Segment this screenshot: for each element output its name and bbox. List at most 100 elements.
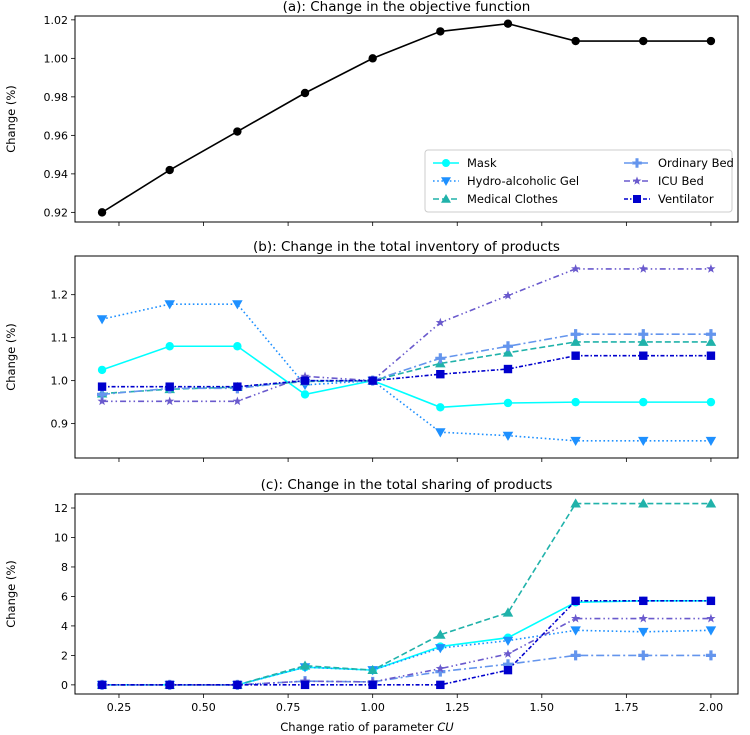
data-point xyxy=(165,680,174,690)
y-tick-label: 4 xyxy=(61,620,68,633)
data-point xyxy=(97,680,107,690)
legend-label: Medical Clothes xyxy=(467,192,558,206)
series-medical-clothes xyxy=(96,498,717,689)
data-point xyxy=(706,351,716,360)
data-point xyxy=(571,613,581,623)
legend-label: Hydro-alcoholic Gel xyxy=(467,174,579,188)
data-point xyxy=(97,389,108,400)
data-point xyxy=(300,371,310,381)
x-tick-label: 0.75 xyxy=(276,701,301,714)
data-point xyxy=(435,317,445,327)
y-tick-label: 1.0 xyxy=(51,375,69,388)
data-point xyxy=(639,397,648,407)
data-point xyxy=(502,431,514,441)
legend-marker xyxy=(442,159,450,167)
data-point xyxy=(435,666,446,677)
series-icu-bed xyxy=(97,264,716,406)
data-point xyxy=(570,336,581,346)
y-tick-label: 6 xyxy=(61,590,68,603)
y-axis-label: Change (%) xyxy=(4,560,18,628)
data-point xyxy=(300,88,310,98)
data-point xyxy=(164,300,175,310)
data-point xyxy=(503,398,513,408)
panel-total-sharing: (c): Change in the total sharing of prod… xyxy=(4,477,739,714)
data-point xyxy=(436,403,445,412)
data-point xyxy=(571,36,580,46)
data-point xyxy=(503,290,513,300)
data-point xyxy=(165,342,174,351)
x-tick-label: 0.25 xyxy=(107,701,132,714)
data-point xyxy=(705,336,717,346)
data-point xyxy=(436,680,445,690)
data-point xyxy=(436,27,445,36)
data-point xyxy=(502,341,514,352)
data-point xyxy=(571,351,580,360)
data-point xyxy=(436,369,445,379)
legend-marker xyxy=(441,194,451,203)
data-point xyxy=(706,596,716,606)
data-point xyxy=(570,436,581,447)
legend-marker xyxy=(441,177,451,186)
y-tick-label: 0.94 xyxy=(44,168,69,181)
data-point xyxy=(367,664,378,675)
data-point xyxy=(368,376,377,385)
y-tick-label: 0.98 xyxy=(44,91,69,104)
data-point xyxy=(300,390,310,399)
data-point xyxy=(571,596,580,606)
data-point xyxy=(705,626,717,636)
data-point xyxy=(502,607,514,617)
data-point xyxy=(368,680,377,690)
data-point xyxy=(300,680,310,690)
data-point xyxy=(639,351,648,360)
series-line-mask xyxy=(102,600,711,686)
legend-label: Ordinary Bed xyxy=(658,156,734,170)
y-tick-label: 0.9 xyxy=(51,418,69,431)
series-ordinary-bed xyxy=(97,650,716,690)
data-point xyxy=(435,629,446,639)
y-tick-label: 1.00 xyxy=(44,52,69,65)
series-line-medical-clothes xyxy=(102,341,711,395)
data-point xyxy=(638,613,648,623)
legend-item-ordinary-bed: Ordinary Bed xyxy=(624,156,734,170)
data-point xyxy=(232,396,242,406)
y-tick-label: 2 xyxy=(61,649,68,662)
panel-title: (c): Change in the total sharing of prod… xyxy=(261,477,553,493)
plot-frame xyxy=(74,255,739,459)
x-axis-label-prefix: Change ratio of parameter xyxy=(280,720,437,734)
data-point xyxy=(97,208,107,217)
legend-label: Mask xyxy=(467,156,497,170)
data-point xyxy=(233,127,242,136)
data-point xyxy=(705,498,717,508)
data-point xyxy=(435,663,445,673)
data-point xyxy=(705,650,716,661)
plot-frame xyxy=(74,15,739,223)
series-line-hydro-alcoholic-gel xyxy=(101,303,711,442)
legend-marker xyxy=(633,195,641,203)
x-axis-label-param: CU xyxy=(437,720,454,734)
data-point xyxy=(706,397,716,407)
data-point xyxy=(638,336,649,346)
data-point xyxy=(97,365,107,375)
y-tick-label: 1.1 xyxy=(51,332,69,345)
data-point xyxy=(96,315,108,325)
data-point xyxy=(503,19,513,28)
series-ventilator xyxy=(97,596,716,690)
legend-item-hydro-alcoholic-gel: Hydro-alcoholic Gel xyxy=(433,174,579,188)
y-axis-label: Change (%) xyxy=(4,85,18,153)
data-point xyxy=(571,397,580,407)
legend-box xyxy=(424,149,733,213)
data-point xyxy=(570,498,581,508)
data-point xyxy=(570,626,581,636)
panel-title: (b): Change in the total inventory of pr… xyxy=(253,239,560,255)
series-mask xyxy=(97,596,716,690)
panel-title: (a): Change in the objective function xyxy=(283,0,531,15)
data-point xyxy=(639,596,648,606)
series-line-icu-bed xyxy=(102,268,711,403)
legend-marker xyxy=(632,176,642,185)
data-point xyxy=(638,627,649,638)
data-point xyxy=(638,264,648,273)
data-point xyxy=(570,329,581,340)
data-point xyxy=(368,54,377,63)
legend: Mask Hydro-alcoholic Gel Medical Clothes Or… xyxy=(424,149,734,213)
y-tick-label: 0.96 xyxy=(44,129,69,142)
